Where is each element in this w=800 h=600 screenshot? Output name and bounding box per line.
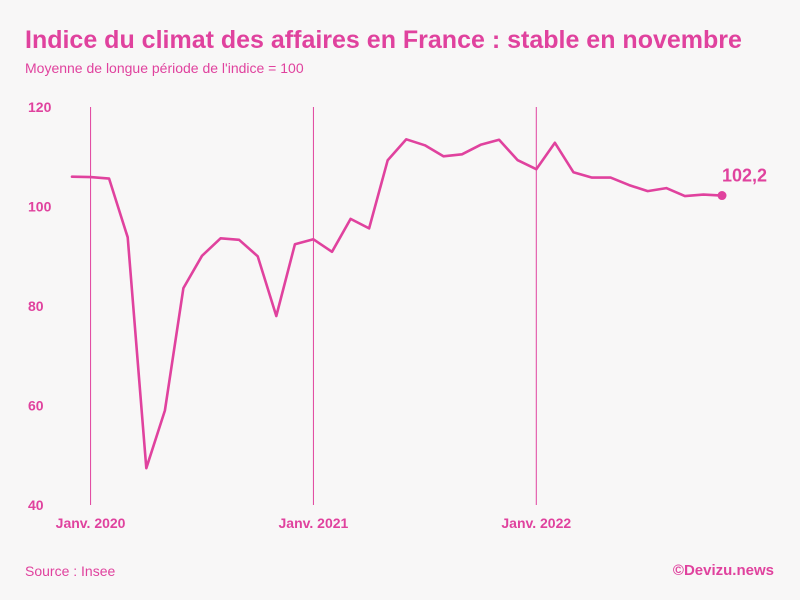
y-tick-label: 120 <box>28 99 52 115</box>
y-tick-label: 60 <box>28 398 44 414</box>
chart-subtitle: Moyenne de longue période de l'indice = … <box>25 60 304 76</box>
x-tick-label: Janv. 2022 <box>501 515 571 531</box>
chart-title: Indice du climat des affaires en France … <box>25 26 742 54</box>
x-tick-label: Janv. 2020 <box>56 515 126 531</box>
source-note: Source : Insee <box>25 563 116 579</box>
y-tick-label: 40 <box>28 497 44 513</box>
brand-credit: ©Devizu.news <box>672 562 774 579</box>
y-tick-label: 80 <box>28 298 44 314</box>
y-axis: 40 60 80 100 120 <box>28 99 52 513</box>
last-point-marker <box>717 191 727 201</box>
x-axis: Janv. 2020 Janv. 2021 Janv. 2022 <box>56 515 572 531</box>
business-climate-line <box>70 138 724 470</box>
x-tick-label: Janv. 2021 <box>279 515 349 531</box>
y-tick-label: 100 <box>28 199 52 215</box>
last-value-label: 102,2 <box>722 166 767 186</box>
year-gridlines <box>90 107 537 505</box>
